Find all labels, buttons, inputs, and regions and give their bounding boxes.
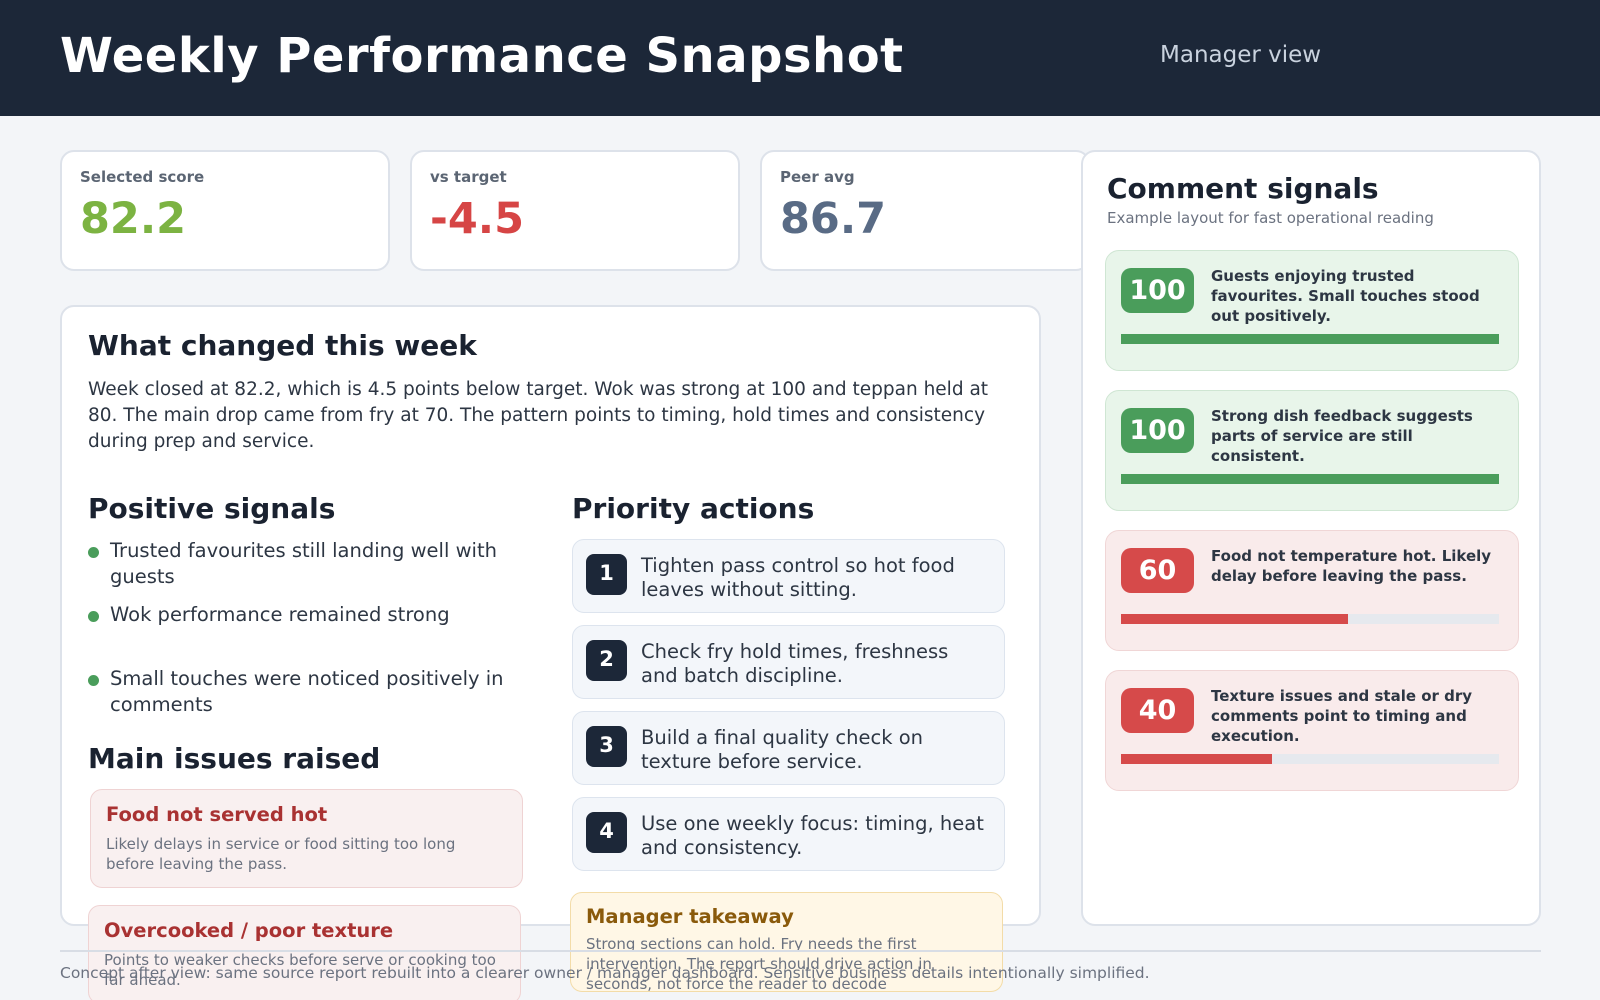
comment-signal-card: 100 Strong dish feedback suggests parts … xyxy=(1105,390,1519,511)
signal-progress-bar xyxy=(1121,334,1499,344)
signal-progress-bar xyxy=(1121,614,1499,624)
comment-signal-card: 60 Food not temperature hot. Likely dela… xyxy=(1105,530,1519,651)
action-number-badge: 2 xyxy=(586,640,627,681)
issue-card: Food not served hot Likely delays in ser… xyxy=(90,789,523,888)
kpi-label: vs target xyxy=(430,168,507,186)
header-bar: Weekly Performance Snapshot Manager view xyxy=(0,0,1600,116)
issue-title: Overcooked / poor texture xyxy=(104,919,394,942)
action-number-badge: 1 xyxy=(586,554,627,595)
signal-progress-fill xyxy=(1121,474,1499,484)
comment-signal-card: 100 Guests enjoying trusted favourites. … xyxy=(1105,250,1519,371)
takeaway-title: Manager takeaway xyxy=(586,905,794,928)
manager-takeaway-card: Manager takeaway Strong sections can hol… xyxy=(570,892,1003,993)
score-badge: 100 xyxy=(1121,408,1194,453)
positive-signal-text: Trusted favourites still landing well wi… xyxy=(110,539,497,588)
summary-text: Week closed at 82.2, which is 4.5 points… xyxy=(88,379,989,452)
issue-card: Overcooked / poor texture Points to weak… xyxy=(88,905,521,1000)
kpi-value: 82.2 xyxy=(80,194,187,244)
action-item: 3 Build a final quality check on texture… xyxy=(572,711,1005,785)
main-issues-title: Main issues raised xyxy=(88,742,381,775)
comment-signals-title: Comment signals xyxy=(1107,172,1379,205)
positive-signal-item: Small touches were noticed positively in… xyxy=(88,666,530,718)
action-text: Check fry hold times, freshness and batc… xyxy=(641,640,949,687)
kpi-card-vs-target: vs target -4.5 xyxy=(410,150,740,271)
action-text: Build a final quality check on texture b… xyxy=(641,726,923,773)
issue-text: Likely delays in service or food sitting… xyxy=(106,835,456,873)
signal-progress-fill xyxy=(1121,754,1273,764)
signal-text: Guests enjoying trusted favourites. Smal… xyxy=(1211,267,1480,325)
kpi-label: Peer avg xyxy=(780,168,855,186)
comment-signal-card: 40 Texture issues and stale or dry comme… xyxy=(1105,670,1519,791)
summary-panel: What changed this week Week closed at 82… xyxy=(60,305,1041,926)
kpi-value: 86.7 xyxy=(780,194,887,244)
bullet-dot-icon xyxy=(88,547,99,558)
comment-signals-panel: Comment signals Example layout for fast … xyxy=(1081,150,1541,926)
action-number-badge: 4 xyxy=(586,812,627,853)
bullet-dot-icon xyxy=(88,611,99,622)
positive-signal-item: Wok performance remained strong xyxy=(88,602,530,628)
signal-text: Strong dish feedback suggests parts of s… xyxy=(1211,407,1473,465)
footer-note: Concept after view: same source report r… xyxy=(60,964,1150,982)
kpi-label: Selected score xyxy=(80,168,205,186)
summary-title: What changed this week xyxy=(88,329,477,362)
takeaway-text: Strong sections can hold. Fry needs the … xyxy=(586,935,932,993)
action-item: 1 Tighten pass control so hot food leave… xyxy=(572,539,1005,613)
action-text: Use one weekly focus: timing, heat and c… xyxy=(641,812,984,859)
kpi-card-peer-avg: Peer avg 86.7 xyxy=(760,150,1090,271)
signal-progress-bar xyxy=(1121,754,1499,764)
kpi-card-selected-score: Selected score 82.2 xyxy=(60,150,390,271)
action-number-badge: 3 xyxy=(586,726,627,767)
positive-signal-item: Trusted favourites still landing well wi… xyxy=(88,538,530,590)
signal-text: Food not temperature hot. Likely delay b… xyxy=(1211,547,1492,585)
bullet-dot-icon xyxy=(88,675,99,686)
positive-signal-text: Wok performance remained strong xyxy=(110,603,450,626)
kpi-value: -4.5 xyxy=(430,194,525,244)
action-text: Tighten pass control so hot food leaves … xyxy=(641,554,955,601)
page-title: Weekly Performance Snapshot xyxy=(60,28,904,84)
score-badge: 40 xyxy=(1121,688,1194,733)
view-label: Manager view xyxy=(1160,42,1322,68)
action-item: 4 Use one weekly focus: timing, heat and… xyxy=(572,797,1005,871)
score-badge: 100 xyxy=(1121,268,1194,313)
priority-actions-title: Priority actions xyxy=(572,492,815,525)
issue-title: Food not served hot xyxy=(106,803,328,826)
signal-progress-fill xyxy=(1121,614,1348,624)
positive-signals-title: Positive signals xyxy=(88,492,336,525)
issue-text: Points to weaker checks before serve or … xyxy=(104,951,496,989)
signal-text: Texture issues and stale or dry comments… xyxy=(1211,687,1473,745)
footer-divider xyxy=(60,950,1541,952)
score-badge: 60 xyxy=(1121,548,1194,593)
action-item: 2 Check fry hold times, freshness and ba… xyxy=(572,625,1005,699)
signal-progress-bar xyxy=(1121,474,1499,484)
positive-signal-text: Small touches were noticed positively in… xyxy=(110,667,504,716)
comment-signals-subtitle: Example layout for fast operational read… xyxy=(1107,209,1434,227)
signal-progress-fill xyxy=(1121,334,1499,344)
